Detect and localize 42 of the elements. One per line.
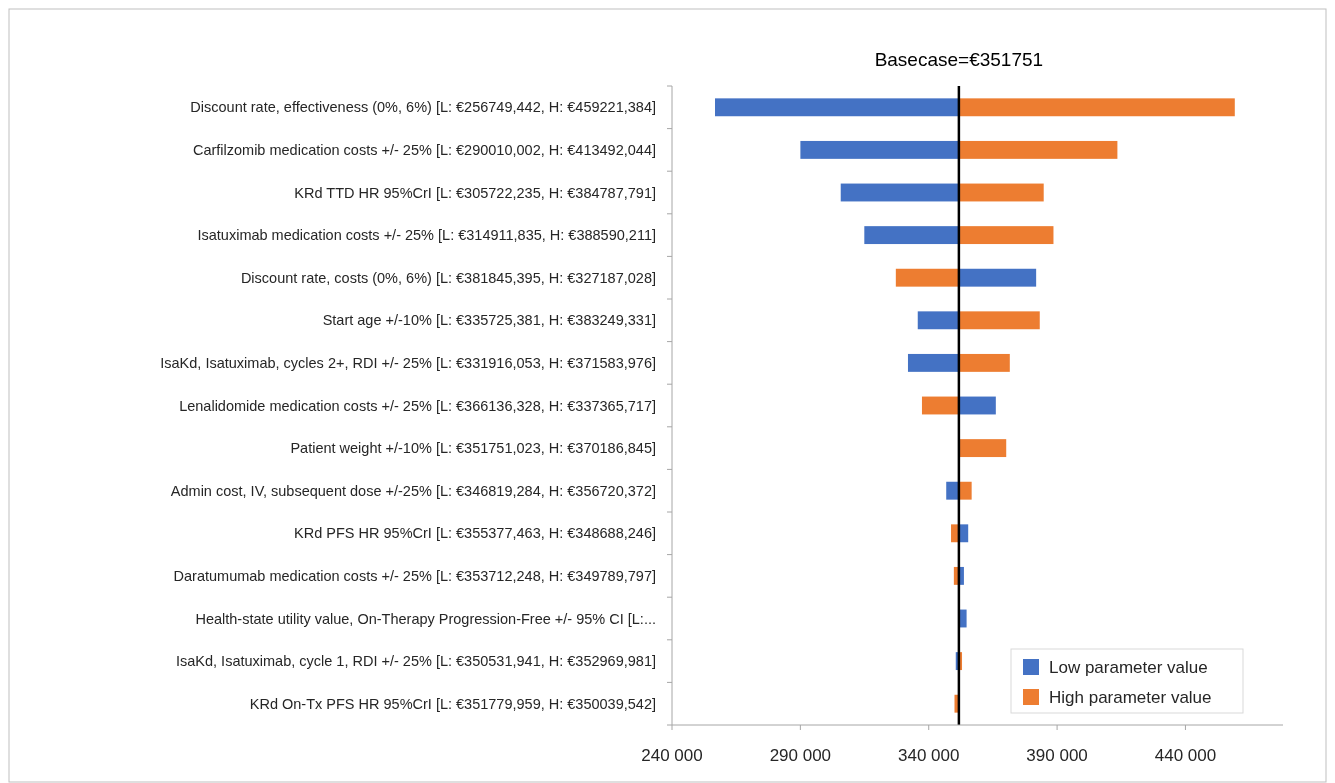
y-tick-label: Discount rate, effectiveness (0%, 6%) [L: €256749,442, H: €459221,384]: [190, 99, 656, 116]
bar: [864, 226, 959, 245]
bar: [715, 98, 959, 117]
bar: [958, 311, 1040, 330]
y-tick-label: KRd PFS HR 95%CrI [L: €355377,463, H: €348688,246]: [294, 525, 656, 542]
bar: [921, 396, 959, 415]
x-tick-label: 390 000: [1026, 746, 1088, 765]
y-tick-label: Admin cost, IV, subsequent dose +/-25% [L: €346819,284, H: €356720,372]: [170, 482, 656, 499]
bar: [800, 140, 959, 159]
legend-label: High parameter value: [1049, 687, 1212, 707]
y-tick-label: Start age +/-10% [L: €335725,381, H: €383249,331]: [322, 312, 656, 329]
y-tick-label: Daratumumab medication costs +/- 25% [L: €353712,248, H: €349789,797]: [173, 567, 656, 584]
bar: [958, 98, 1235, 117]
y-tick-label: IsaKd, Isatuximab, cycles 2+, RDI +/- 25% [L: €331916,053, H: €371583,976]: [160, 354, 656, 371]
y-tick-label: KRd On-Tx PFS HR 95%CrI [L: €351779,959, H: €350039,542]: [249, 695, 656, 712]
y-tick-label: Isatuximab medication costs +/- 25% [L: €314911,835, H: €388590,211]: [197, 227, 656, 244]
y-tick-label: IsaKd, Isatuximab, cycle 1, RDI +/- 25% [L: €350531,941, H: €352969,981]: [175, 653, 656, 670]
bar: [907, 353, 959, 372]
y-tick-label: Patient weight +/-10% [L: €351751,023, H: €370186,845]: [290, 440, 656, 457]
y-tick-label: KRd TTD HR 95%CrI [L: €305722,235, H: €384787,791]: [294, 184, 656, 201]
bar: [958, 226, 1054, 245]
x-tick-label: 340 000: [898, 746, 960, 765]
y-tick-label: Health-state utility value, On-Therapy Progression-Free +/- 95% CI [L:...: [195, 610, 656, 627]
bar: [958, 439, 1007, 458]
bar: [958, 396, 996, 415]
bar: [946, 481, 959, 500]
bar: [840, 183, 959, 202]
ref-line-label: Basecase=€351751: [874, 49, 1044, 70]
bar: [958, 183, 1044, 202]
y-tick-label: Discount rate, costs (0%, 6%) [L: €381845,395, H: €327187,028]: [240, 269, 656, 286]
y-tick-label: Lenalidomide medication costs +/- 25% [L: €366136,328, H: €337365,717]: [179, 397, 656, 414]
legend-label: Low parameter value: [1049, 657, 1208, 677]
bar: [958, 481, 972, 500]
bar: [917, 311, 959, 330]
bar: [895, 268, 959, 287]
bar: [958, 353, 1010, 372]
x-tick-label: 440 000: [1154, 746, 1217, 765]
y-tick-label: Carfilzomib medication costs +/- 25% [L: €290010,002, H: €413492,044]: [192, 141, 656, 158]
bar: [958, 140, 1118, 159]
x-tick-label: 240 000: [641, 746, 703, 765]
x-tick-label: 290 000: [769, 746, 832, 765]
bar: [958, 268, 1037, 287]
